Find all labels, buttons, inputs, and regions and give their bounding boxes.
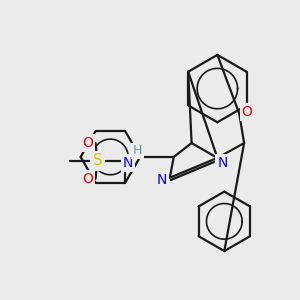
Text: S: S — [93, 153, 102, 168]
Text: O: O — [242, 105, 253, 119]
Text: N: N — [217, 156, 227, 170]
Text: N: N — [123, 156, 134, 170]
Text: O: O — [82, 172, 93, 186]
Text: N: N — [157, 173, 167, 187]
Text: O: O — [82, 136, 93, 150]
Text: H: H — [132, 145, 142, 158]
